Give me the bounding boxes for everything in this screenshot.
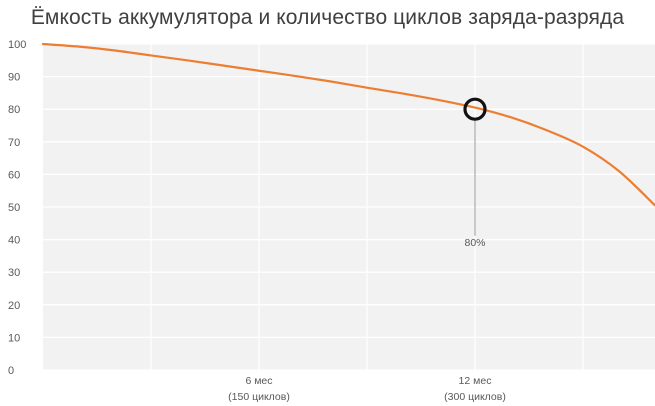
y-tick-label: 80 <box>8 104 20 116</box>
y-tick-label: 90 <box>8 72 20 84</box>
y-tick-label: 60 <box>8 169 20 181</box>
y-tick-label: 30 <box>8 267 20 279</box>
y-tick-label: 70 <box>8 137 20 149</box>
y-tick-label: 0 <box>8 365 14 377</box>
annotation-marker <box>463 97 487 121</box>
x-tick-label: 12 мес <box>459 375 492 387</box>
y-tick-label: 10 <box>8 332 20 344</box>
x-tick-sublabel: (300 циклов) <box>444 391 506 403</box>
x-tick-label: 6 мес <box>245 375 272 387</box>
series-line <box>41 42 655 207</box>
annotation-label: 80% <box>464 237 485 249</box>
x-tick-sublabel: (150 циклов) <box>228 391 290 403</box>
y-tick-label: 20 <box>8 300 20 312</box>
y-tick-label: 40 <box>8 235 20 247</box>
y-tick-label: 100 <box>8 39 26 51</box>
y-tick-label: 50 <box>8 202 20 214</box>
chart-title: Ёмкость аккумулятора и количество циклов… <box>30 6 625 29</box>
